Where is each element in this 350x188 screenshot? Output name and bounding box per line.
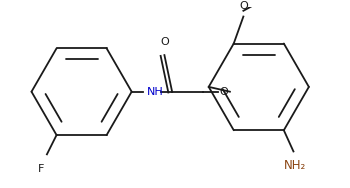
Text: O: O — [220, 87, 229, 97]
Text: NH: NH — [147, 87, 164, 97]
Text: F: F — [38, 164, 44, 174]
Text: O: O — [239, 1, 248, 11]
Text: O: O — [160, 37, 169, 47]
Text: NH₂: NH₂ — [284, 159, 307, 172]
